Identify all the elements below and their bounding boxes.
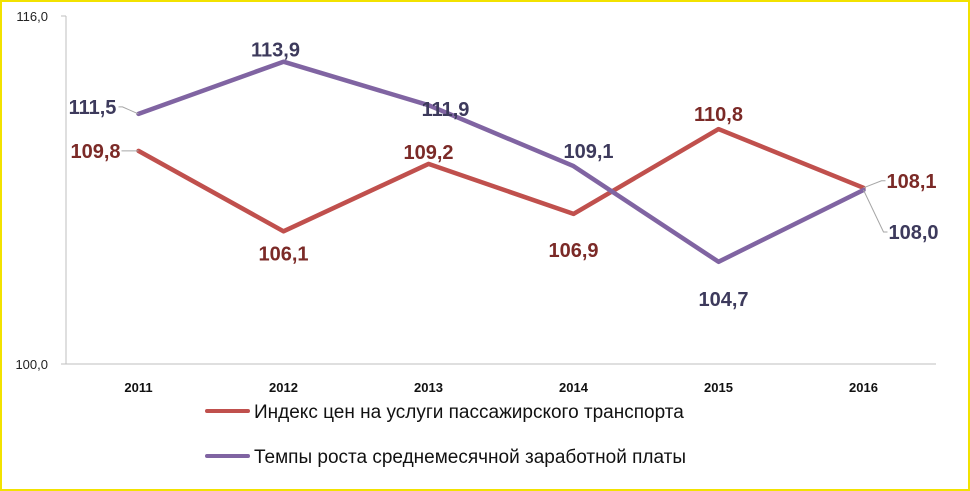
- x-tick-labels: 2011 2012 2013 2014 2015 2016: [124, 380, 878, 395]
- data-labels: 109,8 106,1 109,2 106,9 110,8 108,1 111,5 113,9…: [69, 40, 939, 311]
- legend-label-price-index: Индекс цен на услуги пассажирского транс…: [254, 402, 684, 423]
- y-tick-label-min: 100,0: [15, 357, 48, 372]
- x-tick-label-2016: 2016: [849, 380, 878, 395]
- label-leader-line: [118, 106, 139, 115]
- series-line-wage-growth: [136, 59, 866, 265]
- data-label-wage-growth-2016: 108,0: [888, 222, 938, 244]
- data-label-price-index-2016: 108,1: [886, 171, 936, 193]
- data-label-price-index-2013: 109,2: [403, 142, 453, 164]
- legend-label-wage-growth: Темпы роста среднемесячной заработной пл…: [254, 447, 686, 468]
- series-line-price-index: [136, 126, 866, 234]
- data-label-wage-growth-2014: 109,1: [563, 141, 613, 163]
- data-label-wage-growth-2013: 111,9: [422, 99, 470, 121]
- data-label-wage-growth-2015: 104,7: [698, 289, 748, 311]
- x-tick-label-2015: 2015: [704, 380, 733, 395]
- data-label-price-index-2014: 106,9: [548, 240, 598, 262]
- x-tick-label-2014: 2014: [559, 380, 589, 395]
- x-tick-label-2013: 2013: [414, 380, 443, 395]
- label-leader-line: [863, 189, 888, 233]
- x-tick-label-2011: 2011: [124, 380, 152, 395]
- y-tick-label-max: 116,0: [16, 9, 48, 24]
- data-label-wage-growth-2011: 111,5: [69, 97, 117, 119]
- label-leader-line: [863, 180, 886, 189]
- data-label-price-index-2012: 106,1: [258, 243, 308, 265]
- legend: Индекс цен на услуги пассажирского транс…: [205, 402, 686, 468]
- data-label-price-index-2011: 109,8: [70, 141, 120, 163]
- axes: 116,0 100,0: [15, 9, 936, 372]
- data-label-price-index-2015: 110,8: [694, 104, 743, 126]
- data-label-wage-growth-2012: 113,9: [251, 40, 300, 62]
- series-lines: [136, 59, 866, 265]
- x-tick-label-2012: 2012: [269, 380, 298, 395]
